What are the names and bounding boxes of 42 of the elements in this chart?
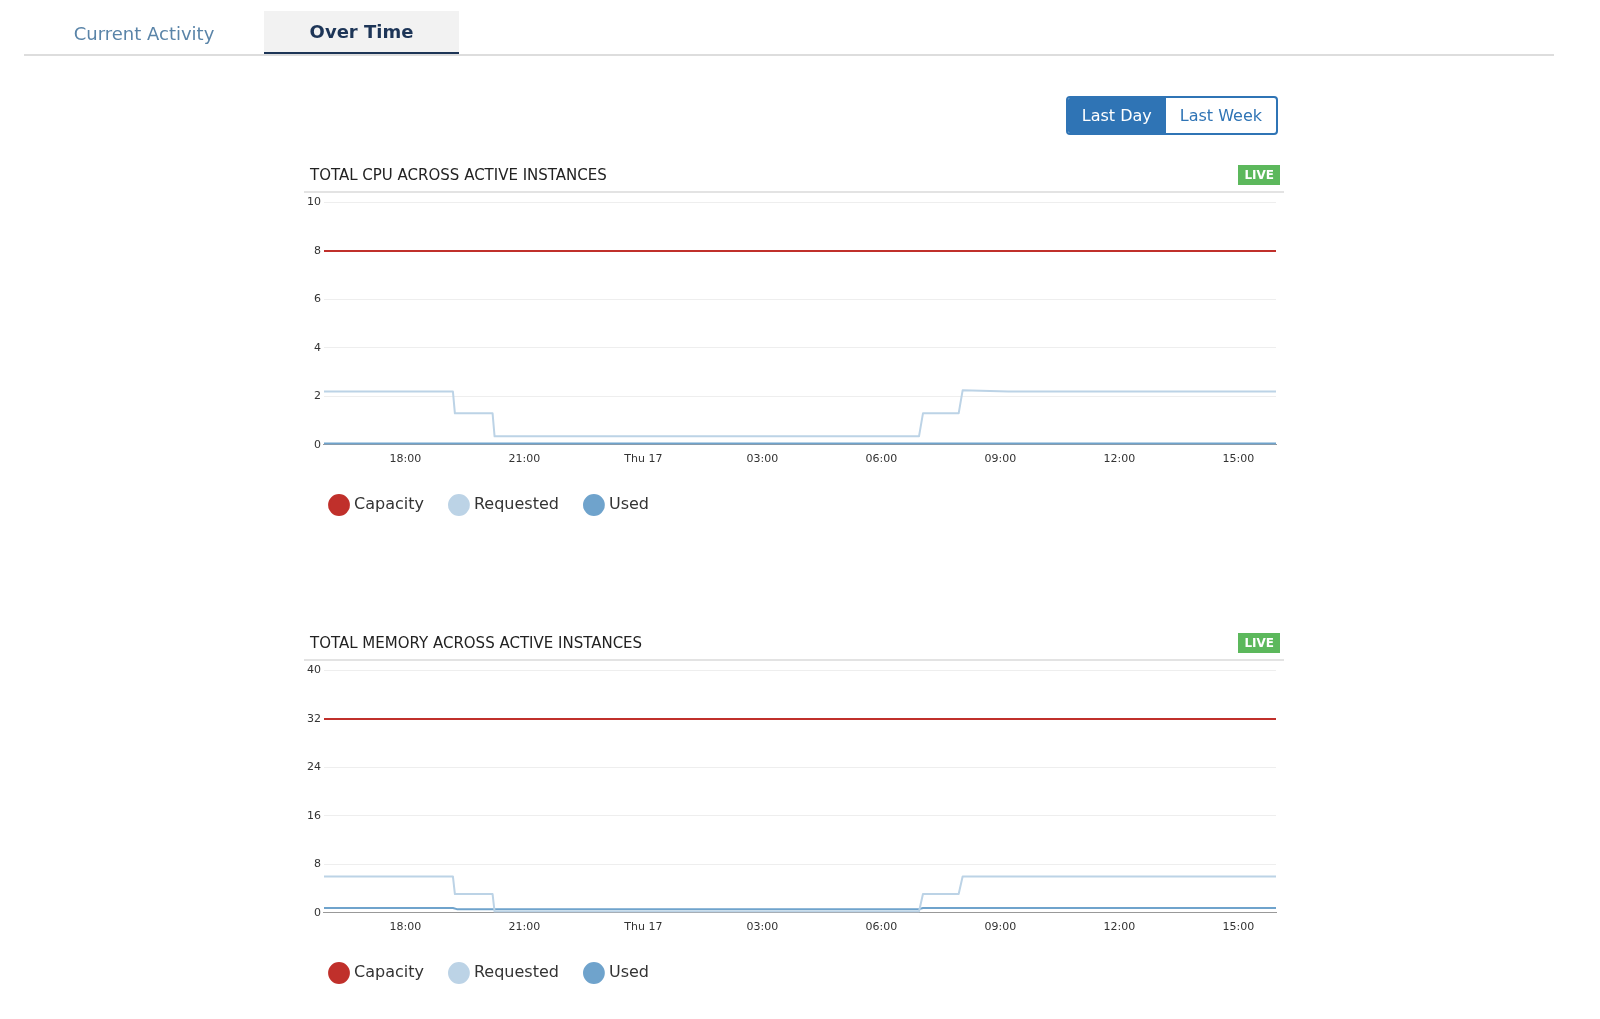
x-tick-label: 21:00 <box>508 452 541 466</box>
y-tick-label: 2 <box>314 389 321 403</box>
text: Last Week <box>1178 105 1263 127</box>
legend-label: Capacity <box>354 494 424 514</box>
x-tick-label: 15:00 <box>1222 452 1255 466</box>
x-tick-label: 06:00 <box>865 920 898 934</box>
x-tick-label: 06:00 <box>865 452 898 466</box>
x-tick-label: 03:00 <box>746 452 779 466</box>
y-tick-label: 40 <box>307 663 321 677</box>
x-tick-label: Thu 17 <box>623 920 663 934</box>
legend-label: Requested <box>473 962 559 982</box>
legend-label: Used <box>608 494 649 514</box>
legend-label: Capacity <box>354 962 424 982</box>
legend-label: Used <box>608 962 649 982</box>
x-tick-label: 18:00 <box>389 920 422 934</box>
legend-label: Requested <box>473 494 559 514</box>
y-tick-label: 16 <box>307 808 321 822</box>
x-tick-label: 15:00 <box>1222 920 1255 934</box>
text: Over Time <box>264 11 459 54</box>
x-tick-label: 12:00 <box>1103 920 1136 934</box>
y-tick-label: 32 <box>307 711 321 725</box>
y-tick-label: 24 <box>307 760 321 774</box>
y-tick-label: 10 <box>307 195 321 209</box>
x-tick-label: 12:00 <box>1103 452 1136 466</box>
x-tick-label: 09:00 <box>984 452 1017 466</box>
x-tick-label: 18:00 <box>389 452 422 466</box>
text: LIVE <box>1238 165 1280 185</box>
y-tick-label: 8 <box>314 243 321 257</box>
y-tick-label: 6 <box>314 292 321 306</box>
y-tick-label: 0 <box>314 905 321 919</box>
x-tick-label: 21:00 <box>508 920 541 934</box>
text: LIVE <box>1238 633 1280 653</box>
text: Last Day <box>1067 98 1166 133</box>
chart-title: TOTAL MEMORY ACROSS ACTIVE INSTANCES <box>309 634 643 652</box>
x-tick-label: 03:00 <box>746 920 779 934</box>
text: Current Activity <box>72 22 216 46</box>
y-tick-label: 8 <box>314 857 321 871</box>
chart-title: TOTAL CPU ACROSS ACTIVE INSTANCES <box>309 166 607 184</box>
x-tick-label: Thu 17 <box>623 452 663 466</box>
y-tick-label: 4 <box>314 340 321 354</box>
x-tick-label: 09:00 <box>984 920 1017 934</box>
y-tick-label: 0 <box>314 437 321 451</box>
